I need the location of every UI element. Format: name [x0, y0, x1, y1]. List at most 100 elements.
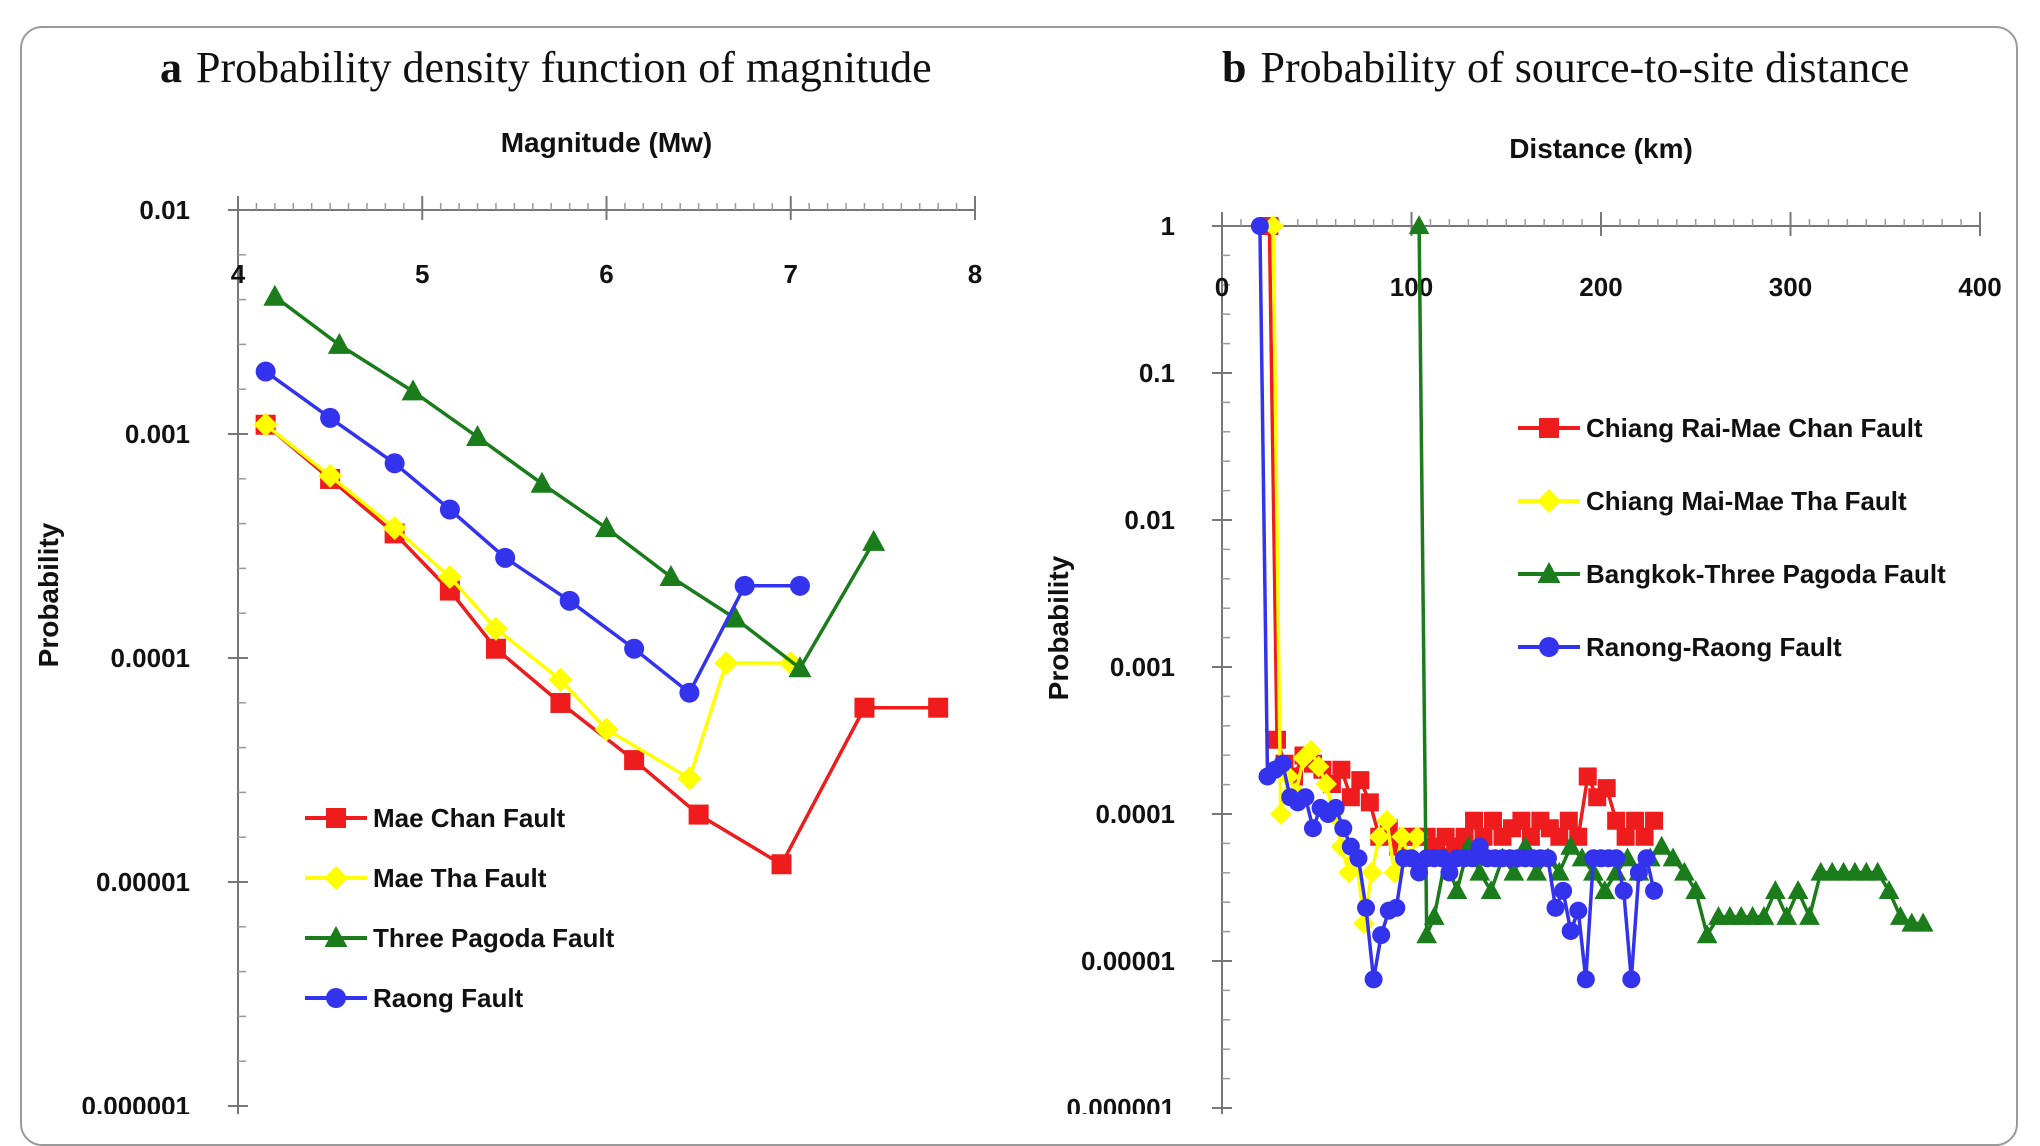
- data-point: [1269, 803, 1292, 825]
- data-point: [1338, 861, 1360, 884]
- data-point: [1503, 861, 1525, 881]
- data-point: [1569, 827, 1588, 846]
- data-point: [1526, 861, 1547, 881]
- data-point: [1546, 898, 1565, 917]
- y-axis-title: Probability: [1043, 555, 1074, 700]
- data-point: [1651, 835, 1672, 855]
- data-point: [1440, 863, 1459, 882]
- data-point: [1315, 773, 1338, 795]
- panel-a-title: a Probability density function of magnitu…: [160, 42, 932, 93]
- data-point: [1799, 905, 1820, 925]
- data-point: [320, 407, 341, 428]
- data-point: [1360, 793, 1379, 812]
- data-point: [1616, 827, 1635, 846]
- data-point: [771, 854, 792, 875]
- panel-b-letter: b: [1222, 43, 1247, 92]
- y-tick-label: 1: [1161, 211, 1175, 241]
- legend-swatch-marker: [1539, 418, 1559, 438]
- data-point: [1626, 811, 1645, 830]
- panel-b-title-text: Probability of source-to-site distance: [1260, 43, 1910, 92]
- data-point: [1364, 970, 1383, 989]
- chart-a: 0.01 0.001 0.0001 0.00001 0.000001 4 5 6 7 8 Magni…: [33, 127, 982, 1114]
- data-point: [677, 766, 702, 791]
- y-tick-label: 0.01: [139, 195, 190, 225]
- data-point: [255, 361, 276, 382]
- data-point: [688, 804, 709, 825]
- data-point: [1578, 767, 1597, 786]
- data-point: [624, 750, 645, 771]
- legend-swatch-marker: [326, 808, 346, 828]
- y-tick-label: 0.000001: [1067, 1093, 1175, 1114]
- data-point: [1637, 849, 1656, 868]
- data-point: [734, 575, 755, 596]
- data-point: [1406, 825, 1428, 848]
- data-point: [723, 606, 747, 628]
- data-point: [263, 284, 287, 306]
- series-line: [273, 295, 876, 670]
- data-point: [1594, 880, 1616, 899]
- data-point: [1912, 912, 1934, 932]
- data-point: [1357, 898, 1376, 917]
- data-point: [854, 697, 875, 718]
- data-point: [530, 471, 554, 493]
- data-point: [1383, 861, 1406, 884]
- data-point: [1432, 849, 1451, 868]
- data-point: [788, 656, 812, 678]
- legend-swatch-marker: [1537, 562, 1561, 583]
- y-tick-label: 0.00001: [96, 867, 190, 897]
- data-point: [714, 650, 739, 675]
- series-line: [264, 423, 791, 781]
- data-point: [1662, 847, 1684, 867]
- data-point: [1569, 901, 1588, 920]
- data-point: [1607, 811, 1626, 830]
- data-point: [1776, 905, 1798, 925]
- y-axis-title: Probability: [33, 522, 64, 667]
- series-3: [255, 361, 810, 703]
- data-point: [1576, 970, 1595, 989]
- legend-label: Bangkok-Three Pagoda Fault: [1586, 559, 1946, 589]
- data-point: [1753, 905, 1775, 925]
- data-point: [928, 697, 949, 718]
- data-point: [1332, 760, 1351, 779]
- data-point: [1685, 880, 1707, 899]
- x-tick-label: 4: [231, 259, 246, 289]
- x-tick-label: 5: [415, 259, 429, 289]
- legend-entry: Ranong-Raong Fault: [1518, 632, 1842, 662]
- data-point: [595, 516, 618, 538]
- legend-swatch-marker: [324, 866, 348, 890]
- data-point: [789, 575, 810, 596]
- data-point: [1402, 849, 1421, 868]
- data-point: [1614, 881, 1633, 900]
- data-point: [1416, 924, 1438, 944]
- data-point: [384, 453, 405, 474]
- data-point: [624, 638, 645, 659]
- y-tick-label: 0.1: [1139, 358, 1175, 388]
- y-tick-label: 0.01: [1124, 505, 1175, 535]
- legend-label: Mae Chan Fault: [373, 803, 565, 833]
- legend-label: Ranong-Raong Fault: [1586, 632, 1842, 662]
- y-tick-label: 0.00001: [1081, 946, 1175, 976]
- legend-swatch-marker: [1537, 489, 1561, 513]
- data-point: [1890, 905, 1911, 925]
- data-point: [485, 638, 506, 659]
- x-axis-title: Magnitude (Mw): [501, 127, 713, 158]
- data-point: [1607, 849, 1626, 868]
- data-point: [1391, 825, 1413, 848]
- data-point: [1326, 798, 1345, 817]
- data-point: [550, 692, 571, 713]
- data-point: [1554, 881, 1573, 900]
- panel-b-title: b Probability of source-to-site distance: [1222, 42, 1909, 93]
- data-point: [659, 564, 683, 586]
- data-point: [1559, 811, 1578, 830]
- data-point: [1560, 835, 1582, 855]
- series-line: [264, 370, 800, 695]
- data-point: [1368, 825, 1391, 848]
- data-point: [1597, 779, 1616, 798]
- data-point: [1273, 754, 1292, 773]
- x-tick-label: 200: [1579, 272, 1622, 302]
- data-point: [1787, 880, 1809, 899]
- data-point: [327, 332, 351, 354]
- data-point: [559, 590, 580, 611]
- data-point: [1349, 849, 1368, 868]
- y-tick-label: 0.0001: [1095, 799, 1175, 829]
